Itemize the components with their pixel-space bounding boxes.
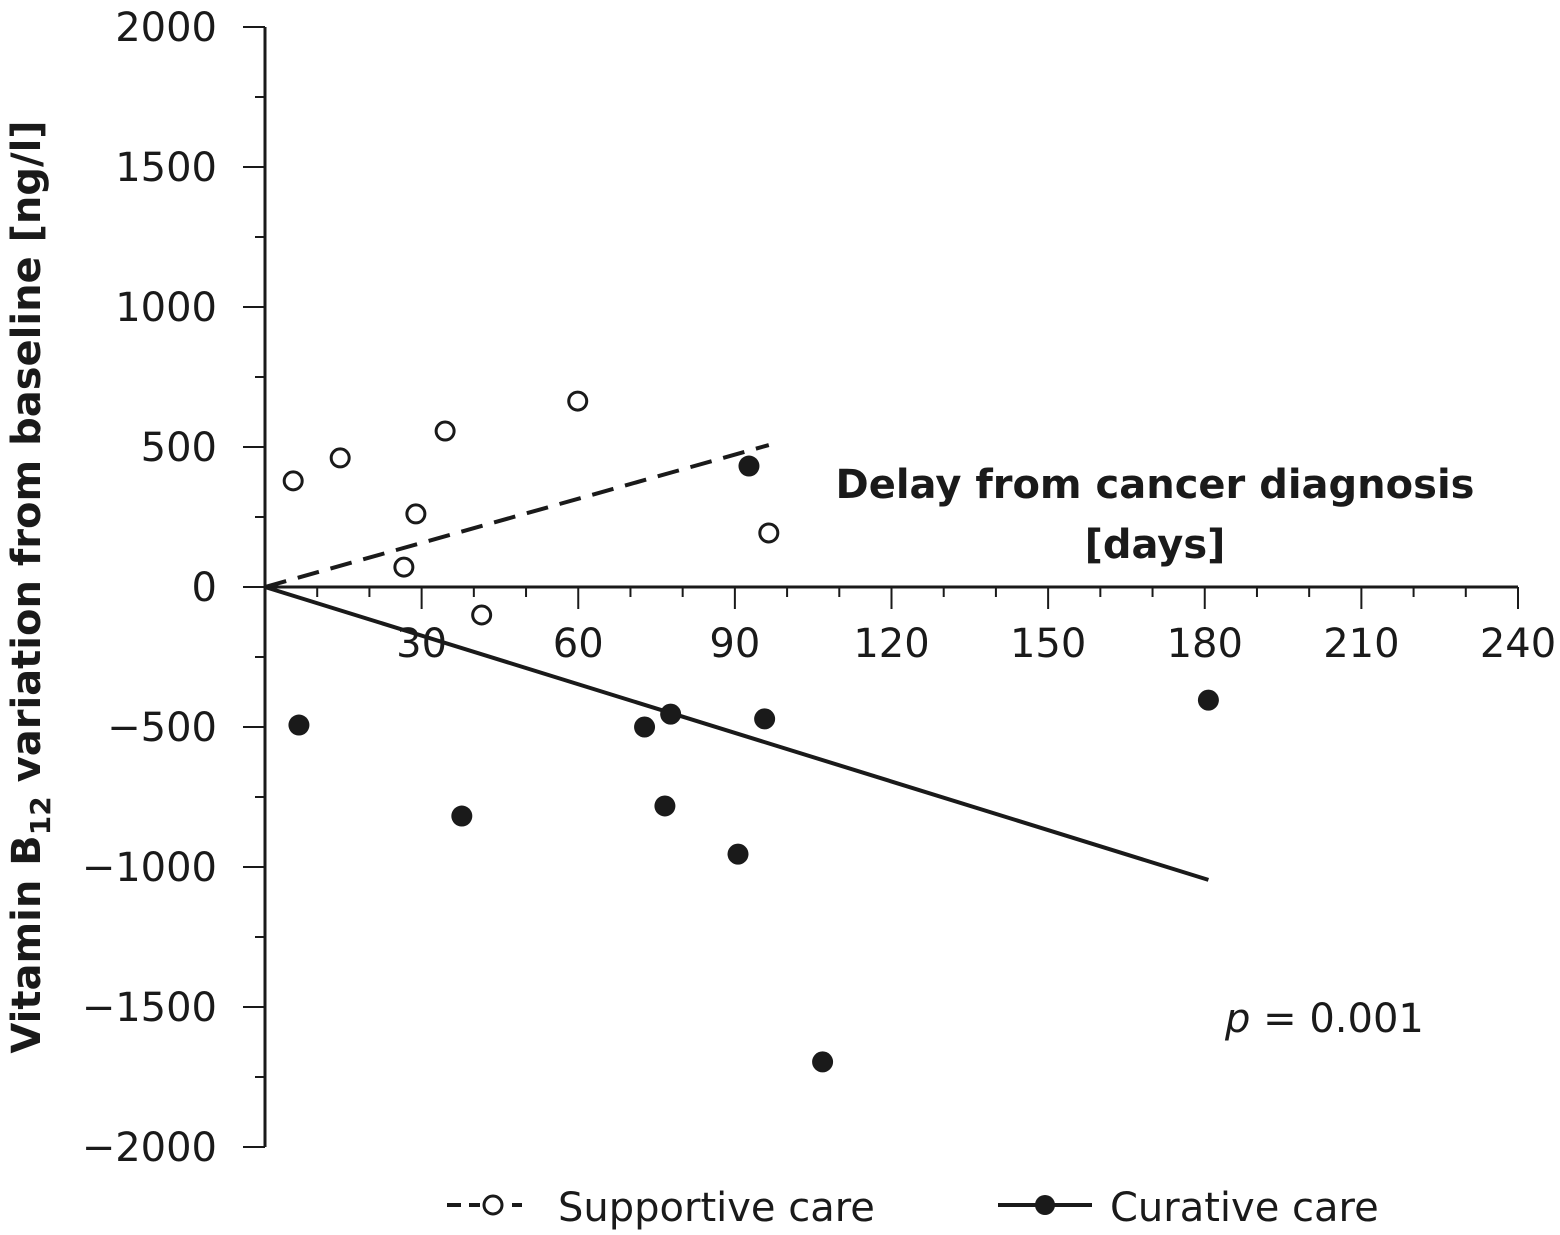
x-tick-label: 150: [1010, 621, 1086, 667]
y-tick-label: 500: [141, 425, 217, 471]
y-axis-label: Vitamin B12 variation from baseline [ng/…: [4, 120, 57, 1053]
supportive-care-point: [329, 447, 351, 469]
supportive-care-point: [282, 470, 304, 492]
curative-care-point: [727, 843, 749, 865]
x-tick-label: 180: [1167, 621, 1243, 667]
x-tick-label: 30: [396, 621, 447, 667]
supportive-care-point: [434, 420, 456, 442]
curative-care-point: [660, 703, 682, 725]
legend-supportive-marker: [482, 1194, 504, 1216]
legend: Supportive care Curative care: [447, 1185, 1379, 1231]
p-value: = 0.001: [1250, 996, 1423, 1042]
supportive-care-point: [758, 522, 780, 544]
p-symbol: p: [1224, 996, 1250, 1042]
supportive-care-point: [567, 390, 589, 412]
y-tick-label: 1000: [115, 285, 217, 331]
y-tick-label: −500: [107, 705, 217, 751]
curative-care-point: [1197, 689, 1219, 711]
y-tick-label: 1500: [115, 145, 217, 191]
y-tick-label: −1500: [82, 985, 217, 1031]
curative-care-point: [288, 714, 310, 736]
x-tick-label: 120: [853, 621, 929, 667]
supportive-fit-line: [264, 443, 770, 589]
x-axis-label-line2: [days]: [1085, 522, 1226, 568]
y-tick-label: −2000: [82, 1125, 217, 1171]
curative-care-point: [738, 455, 760, 477]
x-axis-label-line1: Delay from cancer diagnosis: [836, 462, 1475, 508]
y-axis-label-main: Vitamin B: [4, 835, 50, 1053]
curative-care-point: [754, 708, 776, 730]
p-value-annotation: p = 0.001: [1224, 996, 1424, 1042]
supportive-care-point: [393, 556, 415, 578]
curative-care-point: [812, 1051, 834, 1073]
curative-care-point: [634, 716, 656, 738]
supportive-care-point: [471, 604, 493, 626]
x-tick-label: 60: [553, 621, 604, 667]
x-tick-label: 90: [709, 621, 760, 667]
curative-care-point: [451, 805, 473, 827]
axes: 2000 1500 1000 500 0 −500 −1000 −1500 −2000 30 60 9…: [82, 5, 1556, 1171]
curative-fit-line: [264, 585, 1209, 882]
y-axis-label-sub: 12: [24, 796, 57, 835]
y-tick-label: −1000: [82, 845, 217, 891]
y-tick-label: 0: [192, 565, 217, 611]
x-tick-label: 240: [1480, 621, 1556, 667]
x-tick-label: 210: [1323, 621, 1399, 667]
legend-curative-label: Curative care: [1110, 1185, 1379, 1231]
legend-supportive-label: Supportive care: [558, 1185, 875, 1231]
legend-curative-marker: [1035, 1195, 1055, 1215]
y-tick-label: 2000: [115, 5, 217, 51]
curative-care-point: [654, 795, 676, 817]
supportive-care-point: [405, 503, 427, 525]
marks: [264, 390, 1219, 1073]
y-axis-label-rest: variation from baseline [ng/l]: [4, 120, 50, 796]
